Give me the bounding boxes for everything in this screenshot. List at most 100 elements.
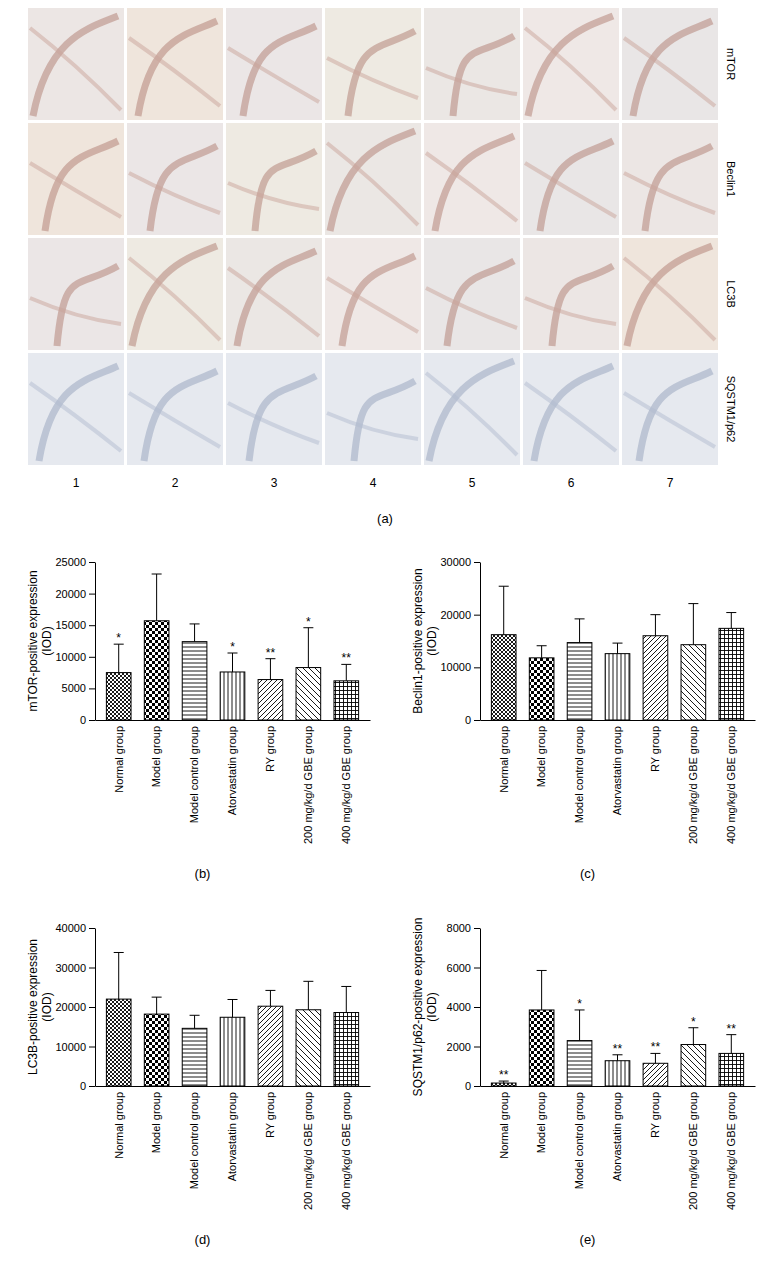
- micrograph: [424, 353, 520, 465]
- error-bar-cap: [265, 990, 275, 991]
- error-bar-cap: [575, 618, 585, 619]
- error-bar: [650, 615, 660, 636]
- column-label: 7: [667, 476, 674, 490]
- tick-mark: [474, 1086, 480, 1087]
- x-axis: Normal groupModel groupModel control gro…: [481, 721, 756, 845]
- bar: [144, 621, 169, 720]
- micrograph: [523, 238, 619, 350]
- tissue-wall: [327, 58, 418, 98]
- error-bar: [726, 1035, 736, 1054]
- tissue-wall: [129, 393, 220, 447]
- bar-chart: *******0500010000150002000025000Normal g…: [26, 556, 371, 881]
- tissue-wall: [45, 141, 118, 231]
- tick: Atorvastatin group: [226, 1092, 238, 1181]
- axis-line: [481, 720, 756, 721]
- error-bar-cap: [537, 970, 547, 971]
- tick-mark: [89, 968, 95, 969]
- error-bar-stem: [194, 1015, 195, 1028]
- tick-label: Model control group: [573, 1092, 585, 1189]
- figure: mTORBeclin1LC3BSQSTM1/p621234567(a)*****…: [0, 0, 770, 1272]
- tick: RY group: [649, 1092, 661, 1138]
- tissue-wall: [138, 21, 217, 116]
- error-bar-cap: [650, 614, 660, 615]
- tick-label: 5000: [62, 682, 86, 694]
- bar: [605, 654, 630, 720]
- tissue-wall: [327, 413, 418, 439]
- significance-mark: **: [342, 651, 352, 665]
- tick-mark: [474, 1047, 480, 1048]
- bar: [106, 673, 131, 720]
- error-bar-stem: [503, 586, 504, 634]
- tick-label: 400 mg/kg/d GBE group: [725, 1092, 737, 1210]
- error-bar-stem: [232, 653, 233, 672]
- error-bar-cap: [537, 645, 547, 646]
- tick-mark: [474, 615, 480, 616]
- bar: [182, 642, 207, 720]
- tick-mark: [89, 594, 95, 595]
- tissue-wall: [534, 366, 613, 461]
- tick: 20000: [440, 609, 480, 621]
- significance-mark: **: [613, 1042, 623, 1056]
- error-bar-stem: [194, 624, 195, 642]
- row-label: LC3B: [725, 280, 737, 308]
- error-bar: [190, 624, 200, 642]
- tick: Model control group: [573, 726, 585, 823]
- micrograph: [424, 8, 520, 120]
- micrograph: [325, 123, 421, 235]
- tick-label: Model control group: [188, 1092, 200, 1189]
- tick-mark: [89, 1047, 95, 1048]
- panel-caption: (b): [195, 866, 211, 881]
- tick-label: Normal group: [113, 726, 125, 793]
- tick: 200 mg/kg/d GBE group: [687, 1092, 699, 1210]
- bar: [334, 1013, 359, 1086]
- tick-label: 15000: [55, 619, 86, 631]
- micrograph: [622, 8, 718, 120]
- tick: 8000: [447, 922, 480, 934]
- tick: 30000: [55, 962, 95, 974]
- tick: 4000: [447, 1001, 480, 1013]
- tick-label: 8000: [447, 922, 471, 934]
- tick: 200 mg/kg/d GBE group: [302, 1092, 314, 1210]
- axis-line: [480, 563, 481, 721]
- error-bar-stem: [655, 615, 656, 636]
- tick-label: Model group: [535, 1092, 547, 1153]
- tick-mark: [89, 1086, 95, 1087]
- tick-label: RY group: [649, 726, 661, 772]
- micrograph: [28, 353, 124, 465]
- tick-mark: [474, 667, 480, 668]
- error-bar-stem: [308, 981, 309, 1009]
- axis-title-line: (IOD): [425, 992, 439, 1021]
- tick: Model group: [535, 1092, 547, 1153]
- error-bar: [726, 613, 736, 629]
- bar-chart: **********02000400060008000Normal groupM…: [411, 918, 756, 1247]
- error-bar: [303, 628, 313, 668]
- significance-mark: *: [577, 997, 582, 1011]
- micrograph: [226, 123, 322, 235]
- bar: [144, 1014, 169, 1086]
- tick-mark: [474, 562, 480, 563]
- tick-mark: [474, 720, 480, 721]
- tick-label: RY group: [264, 1092, 276, 1138]
- tick: Model control group: [573, 1092, 585, 1189]
- error-bar-stem: [541, 646, 542, 658]
- bar: [258, 1006, 283, 1086]
- axis-title-line: Beclin1-positive expression: [411, 568, 425, 713]
- error-bar-stem: [693, 604, 694, 645]
- tick: Model group: [150, 726, 162, 787]
- micrograph: [622, 238, 718, 350]
- micrograph: [127, 8, 223, 120]
- error-bar: [613, 643, 623, 654]
- tick-label: 30000: [440, 556, 471, 568]
- tick-label: Model control group: [573, 726, 585, 823]
- micrograph: [127, 238, 223, 350]
- tissue-wall: [525, 28, 616, 110]
- error-bar-stem: [579, 1010, 580, 1041]
- column-label: 6: [568, 476, 575, 490]
- error-bar: [303, 981, 313, 1009]
- error-bar-cap: [688, 603, 698, 604]
- tick: 400 mg/kg/d GBE group: [725, 726, 737, 844]
- image-panel: mTORBeclin1LC3BSQSTM1/p621234567(a): [28, 8, 737, 526]
- tissue-wall: [639, 371, 712, 461]
- error-bar: [575, 1010, 585, 1041]
- tick: 400 mg/kg/d GBE group: [340, 726, 352, 844]
